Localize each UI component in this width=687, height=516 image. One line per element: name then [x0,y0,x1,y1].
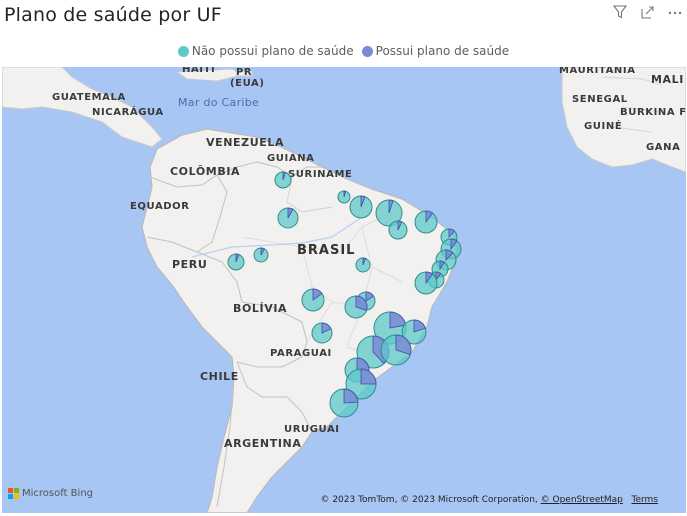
pie-slice-possui[interactable] [260,247,265,256]
pie-slice-possui[interactable] [397,220,403,231]
pie-slice-possui[interactable] [365,291,375,302]
map-label-senegal: SENEGAL [572,94,628,105]
pie-slice-possui[interactable] [450,238,458,251]
pie-slice-possui[interactable] [425,210,434,224]
pie-to[interactable] [355,257,371,273]
map-label-peru: PERU [172,258,208,271]
map-label-chile: CHILE [200,370,239,383]
legend-item-nao-possui[interactable]: Não possui plano de saúde [177,44,354,58]
pie-pi[interactable] [388,220,408,240]
pie-am[interactable] [277,207,299,229]
attribution-text: © 2023 TomTom, © 2023 Microsoft Corporat… [320,495,538,505]
visual-header-toolbar [612,4,683,20]
pie-slice-possui[interactable] [312,288,323,301]
legend-label: Não possui plano de saúde [191,44,354,58]
map-label-burkina: BURKINA F [620,107,686,118]
map-label-uruguai: URUGUAI [284,424,340,435]
pie-ac[interactable] [227,253,245,271]
pie-ma[interactable] [375,199,403,227]
legend-item-possui[interactable]: Possui plano de saúde [361,44,510,58]
pie-ba[interactable] [414,271,438,295]
map-label-suriname: SURINAME [288,169,353,180]
pie-slice-possui[interactable] [388,199,394,214]
filter-icon[interactable] [612,4,628,20]
pie-slice-possui[interactable] [445,249,454,262]
pie-layer [227,171,462,418]
map-label-eua: (EUA) [230,78,265,89]
map-label-nicaragua: NICARÁGUA [92,107,164,118]
map-canvas[interactable]: HAITI PR (EUA) GUATEMALA NICARÁGUA Mar d… [2,67,686,513]
pie-slice-possui[interactable] [448,228,456,239]
focus-mode-icon[interactable] [640,5,655,20]
pie-slice-possui[interactable] [439,260,445,271]
map-base-layer [2,67,686,513]
map-label-mauritania: MAURITANIA [559,67,636,76]
terms-link[interactable]: Terms [631,495,658,505]
bing-logo: Microsoft Bing [8,488,93,499]
more-options-icon[interactable] [667,5,683,20]
map-label-gana: GANA [646,142,681,153]
map-label-mar-do-caribe: Mar do Caribe [178,96,260,109]
openstreetmap-link[interactable]: © OpenStreetMap [540,495,623,505]
pie-slice-possui[interactable] [435,271,442,282]
pie-pa[interactable] [349,195,373,219]
map-label-pr: PR [236,67,253,78]
microsoft-logo-icon [8,488,19,499]
pie-slice-possui[interactable] [395,334,412,356]
pie-slice-possui[interactable] [360,195,366,208]
pie-ap[interactable] [337,190,351,204]
pie-slice-possui[interactable] [235,253,240,263]
pie-rs[interactable] [329,388,359,418]
bing-label: Microsoft Bing [22,488,94,499]
pie-df[interactable] [344,295,368,319]
map-label-paraguai: PARAGUAI [270,348,332,359]
pie-slice-possui[interactable] [321,322,332,334]
pie-slice-possui[interactable] [287,207,294,219]
legend-marker-icon [177,45,189,57]
map-label-venezuela: VENEZUELA [206,136,285,149]
map-label-colombia: COLÔMBIA [170,165,241,178]
pie-slice-possui[interactable] [343,388,359,404]
pie-ms[interactable] [311,322,333,344]
pie-ce[interactable] [414,210,438,234]
pie-slice-possui[interactable] [355,295,368,311]
map-label-bolivia: BOLÍVIA [233,302,288,315]
pie-es[interactable] [401,319,427,345]
chart-legend: Não possui plano de saúde Possui plano d… [0,44,687,58]
map-label-guatemala: GUATEMALA [52,92,126,103]
pie-mt[interactable] [301,288,325,312]
pie-rr[interactable] [274,171,292,189]
pie-slice-possui[interactable] [425,271,434,285]
pie-sc[interactable] [345,368,377,400]
pie-slice-possui[interactable] [360,368,377,385]
legend-label: Possui plano de saúde [375,44,510,58]
map-label-equador: EQUADOR [130,201,190,212]
map-label-argentina: ARGENTINA [224,437,302,450]
pie-slice-possui[interactable] [413,319,426,333]
map-label-guiana: GUIANA [267,153,315,164]
map-attribution: © 2023 TomTom, © 2023 Microsoft Corporat… [320,495,658,505]
pie-ro[interactable] [253,247,269,263]
map-label-guine: GUINÉ [584,121,623,132]
pie-slice-possui[interactable] [282,171,286,181]
pie-slice-possui[interactable] [343,190,347,198]
pie-pb[interactable] [440,238,462,260]
pie-slice-possui[interactable] [362,257,367,266]
map-label-mali: MALI [651,73,684,86]
map-label-haiti: HAITI [182,67,216,75]
visual-title: Plano de saúde por UF [4,4,222,26]
map-label-brasil: BRASIL [297,243,356,258]
legend-marker-icon [361,45,373,57]
pie-rj[interactable] [380,334,412,366]
